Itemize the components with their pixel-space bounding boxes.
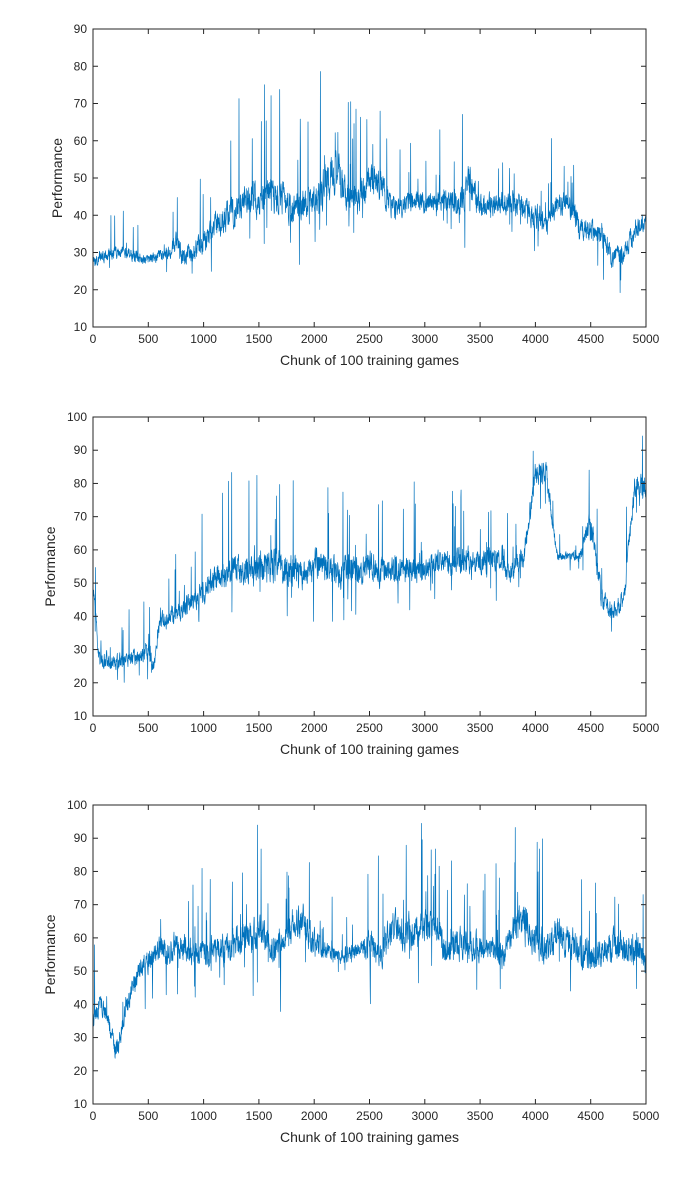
y-axis-label: Performance <box>42 526 58 606</box>
y-tick-label: 60 <box>74 543 88 557</box>
y-tick-label: 80 <box>74 476 88 490</box>
y-tick-label: 60 <box>74 134 88 148</box>
x-tick-label: 3000 <box>411 1109 438 1123</box>
y-tick-label: 70 <box>74 510 88 524</box>
x-tick-label: 4000 <box>522 332 549 346</box>
x-axis-label: Chunk of 100 training games <box>280 352 459 368</box>
x-tick-label: 500 <box>138 332 158 346</box>
y-tick-label: 50 <box>74 171 88 185</box>
x-tick-label: 1500 <box>246 721 273 735</box>
x-tick-label: 2000 <box>301 1109 328 1123</box>
y-tick-label: 20 <box>74 283 88 297</box>
y-tick-label: 30 <box>74 1031 88 1045</box>
x-tick-label: 4500 <box>577 1109 604 1123</box>
y-tick-label: 90 <box>74 443 88 457</box>
y-tick-label: 60 <box>74 931 88 945</box>
y-tick-label: 10 <box>74 709 88 723</box>
x-tick-label: 3500 <box>467 721 494 735</box>
x-tick-label: 1500 <box>246 1109 273 1123</box>
y-tick-label: 100 <box>67 410 87 424</box>
x-tick-label: 2000 <box>301 721 328 735</box>
y-tick-label: 30 <box>74 643 88 657</box>
x-tick-label: 3500 <box>467 332 494 346</box>
y-tick-label: 50 <box>74 576 88 590</box>
x-tick-label: 4000 <box>522 721 549 735</box>
y-tick-label: 20 <box>74 676 88 690</box>
y-tick-label: 40 <box>74 609 88 623</box>
x-tick-label: 1500 <box>246 332 273 346</box>
y-axis-label: Performance <box>42 914 58 994</box>
y-tick-label: 90 <box>74 22 88 36</box>
chart-panel-3: 0 500 1000 1500 2000 2500 3000 3500 4000 4500 5000… <box>42 798 660 1145</box>
y-tick-label: 40 <box>74 997 88 1011</box>
chart-panel-2: 0 500 1000 1500 2000 2500 3000 3500 4000 4500 5000… <box>42 410 660 757</box>
y-tick-label: 90 <box>74 831 88 845</box>
x-tick-label: 1000 <box>190 1109 217 1123</box>
y-axis-label: Performance <box>49 138 65 218</box>
x-tick-label: 2500 <box>356 1109 383 1123</box>
x-tick-label: 500 <box>138 1109 158 1123</box>
x-axis-label: Chunk of 100 training games <box>280 741 459 757</box>
x-tick-label: 3500 <box>467 1109 494 1123</box>
x-tick-label: 4500 <box>577 332 604 346</box>
x-tick-label: 0 <box>90 721 97 735</box>
x-tick-label: 1000 <box>190 721 217 735</box>
y-tick-label: 40 <box>74 208 88 222</box>
x-tick-label: 4500 <box>577 721 604 735</box>
x-tick-label: 5000 <box>633 721 660 735</box>
y-tick-label: 50 <box>74 964 88 978</box>
x-tick-label: 4000 <box>522 1109 549 1123</box>
series-line <box>93 71 646 293</box>
x-tick-label: 2500 <box>356 332 383 346</box>
y-tick-label: 30 <box>74 246 88 260</box>
x-tick-label: 0 <box>90 332 97 346</box>
x-tick-label: 1000 <box>190 332 217 346</box>
y-tick-label: 80 <box>74 59 88 73</box>
y-tick-label: 70 <box>74 97 88 111</box>
x-tick-label: 2500 <box>356 721 383 735</box>
x-tick-label: 2000 <box>301 332 328 346</box>
x-tick-label: 500 <box>138 721 158 735</box>
series-line <box>93 435 646 683</box>
x-tick-label: 5000 <box>633 1109 660 1123</box>
y-tick-label: 10 <box>74 320 88 334</box>
x-tick-label: 3000 <box>411 332 438 346</box>
y-tick-label: 10 <box>74 1097 88 1111</box>
y-tick-label: 20 <box>74 1064 88 1078</box>
chart-panel-1: 0 500 1000 1500 2000 2500 3000 3500 4000 4500 5000… <box>49 22 660 368</box>
x-tick-label: 3000 <box>411 721 438 735</box>
x-tick-label: 0 <box>90 1109 97 1123</box>
y-tick-label: 100 <box>67 798 87 812</box>
y-tick-label: 70 <box>74 898 88 912</box>
x-tick-label: 5000 <box>633 332 660 346</box>
x-axis-label: Chunk of 100 training games <box>280 1129 459 1145</box>
y-tick-label: 80 <box>74 864 88 878</box>
series-line <box>93 822 646 1059</box>
